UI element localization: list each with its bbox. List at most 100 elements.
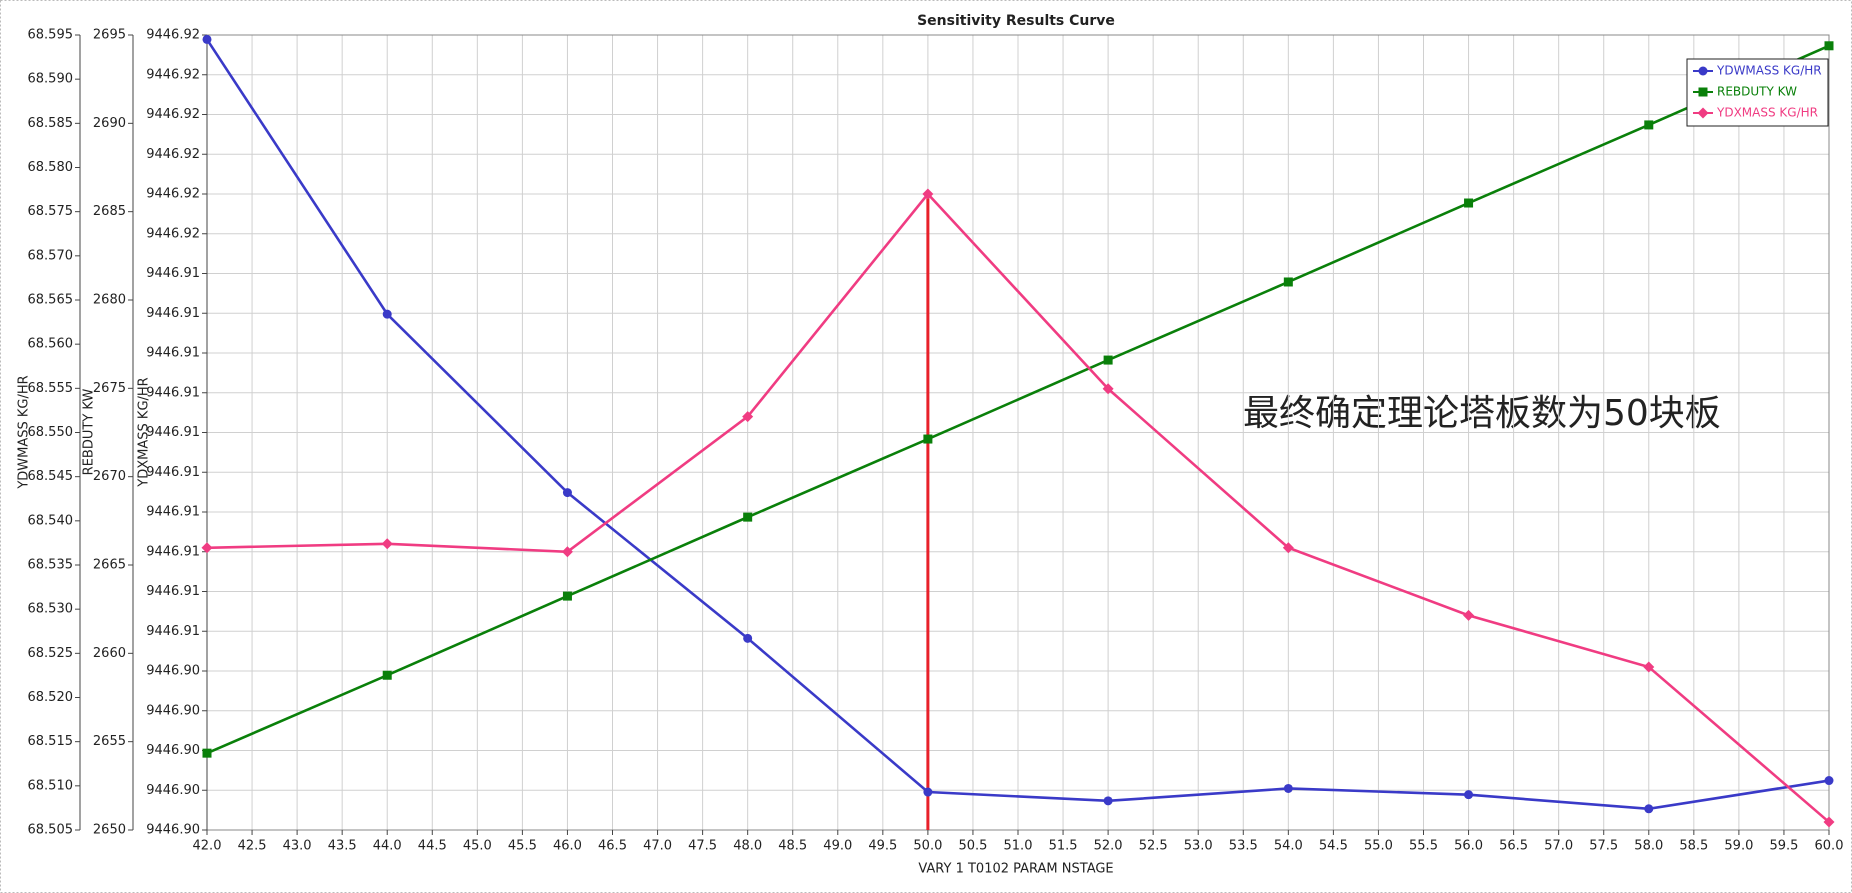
y3-tick-label: 9446.91 bbox=[146, 465, 200, 480]
x-tick-label: 51.0 bbox=[1004, 839, 1033, 854]
x-tick-label: 59.0 bbox=[1724, 839, 1753, 854]
y2-tick-label: 2695 bbox=[93, 28, 126, 43]
y3-tick-label: 9446.91 bbox=[146, 544, 200, 559]
marker bbox=[381, 538, 393, 550]
y3-tick-label: 9446.92 bbox=[146, 28, 200, 43]
y-tick-label: 68.540 bbox=[28, 513, 74, 528]
y-tick-label: 68.595 bbox=[28, 28, 74, 43]
x-tick-label: 46.0 bbox=[553, 839, 582, 854]
marker bbox=[201, 542, 213, 554]
x-tick-label: 42.0 bbox=[193, 839, 222, 854]
y3-tick-label: 9446.91 bbox=[146, 505, 200, 520]
x-tick-label: 43.5 bbox=[328, 839, 357, 854]
x-tick-label: 50.0 bbox=[913, 839, 942, 854]
y3-tick-label: 9446.91 bbox=[146, 425, 200, 440]
marker bbox=[743, 633, 753, 643]
marker bbox=[1824, 41, 1834, 51]
x-tick-label: 46.5 bbox=[598, 839, 627, 854]
y3-tick-label: 9446.91 bbox=[146, 346, 200, 361]
annotation: 最终确定理论塔板数为50块板 bbox=[1243, 393, 1721, 434]
y-tick-label: 68.580 bbox=[28, 160, 74, 175]
y3-axis-title: YDXMASS KG/HR bbox=[137, 377, 152, 487]
marker bbox=[202, 748, 212, 758]
x-tick-label: 55.0 bbox=[1364, 839, 1393, 854]
x-tick-label: 53.0 bbox=[1184, 839, 1213, 854]
y-tick-label: 68.550 bbox=[28, 425, 74, 440]
legend-label: YDWMASS KG/HR bbox=[1716, 64, 1822, 78]
x-tick-label: 47.5 bbox=[688, 839, 717, 854]
x-tick-label: 54.5 bbox=[1319, 839, 1348, 854]
y-tick-label: 68.565 bbox=[28, 293, 74, 308]
x-tick-label: 48.5 bbox=[778, 839, 807, 854]
y-tick-label: 68.530 bbox=[28, 602, 74, 617]
x-tick-label: 45.5 bbox=[508, 839, 537, 854]
y-tick-label: 68.510 bbox=[28, 778, 74, 793]
y3-tick-label: 9446.91 bbox=[146, 624, 200, 639]
y2-axis-title: REBDUTY KW bbox=[82, 389, 97, 476]
x-tick-label: 47.0 bbox=[643, 839, 672, 854]
x-tick-label: 44.0 bbox=[373, 839, 402, 854]
y3-tick-label: 9446.92 bbox=[146, 147, 200, 162]
x-tick-label: 58.0 bbox=[1634, 839, 1663, 854]
x-tick-label: 49.5 bbox=[868, 839, 897, 854]
y3-tick-label: 9446.91 bbox=[146, 584, 200, 599]
marker bbox=[1103, 796, 1113, 806]
x-tick-label: 48.0 bbox=[733, 839, 762, 854]
marker bbox=[1283, 277, 1293, 287]
y3-tick-label: 9446.91 bbox=[146, 385, 200, 400]
x-tick-label: 50.5 bbox=[958, 839, 987, 854]
y-tick-label: 68.555 bbox=[28, 381, 74, 396]
marker bbox=[562, 591, 572, 601]
marker bbox=[1824, 776, 1834, 786]
marker bbox=[561, 546, 573, 558]
y3-tick-label: 9446.92 bbox=[146, 67, 200, 82]
marker bbox=[742, 411, 754, 423]
y-tick-label: 68.525 bbox=[28, 646, 74, 661]
marker bbox=[743, 512, 753, 522]
series-line bbox=[206, 44, 1830, 755]
x-tick-label: 60.0 bbox=[1815, 839, 1844, 854]
x-tick-label: 53.5 bbox=[1229, 839, 1258, 854]
marker bbox=[1463, 609, 1475, 621]
marker bbox=[1698, 87, 1708, 97]
marker bbox=[923, 434, 933, 444]
x-tick-label: 44.5 bbox=[418, 839, 447, 854]
marker bbox=[922, 188, 934, 200]
y-axis-title: YDWMASS KG/HR bbox=[17, 375, 32, 489]
marker bbox=[1102, 383, 1114, 395]
y-tick-label: 68.560 bbox=[28, 337, 74, 352]
y2-tick-label: 2660 bbox=[93, 646, 126, 661]
y2-tick-label: 2665 bbox=[93, 558, 126, 573]
marker bbox=[1103, 355, 1113, 365]
x-axis-title: VARY 1 T0102 PARAM NSTAGE bbox=[918, 862, 1113, 877]
y2-tick-label: 2650 bbox=[93, 823, 126, 838]
x-tick-label: 57.5 bbox=[1589, 839, 1618, 854]
y-tick-label: 68.570 bbox=[28, 248, 74, 263]
legend-label: YDXMASS KG/HR bbox=[1716, 106, 1818, 120]
y3-tick-label: 9446.92 bbox=[146, 187, 200, 202]
x-tick-label: 58.5 bbox=[1679, 839, 1708, 854]
y-tick-label: 68.535 bbox=[28, 558, 74, 573]
y-tick-label: 68.575 bbox=[28, 204, 74, 219]
y3-tick-label: 9446.92 bbox=[146, 107, 200, 122]
x-tick-label: 56.5 bbox=[1499, 839, 1528, 854]
x-tick-label: 59.5 bbox=[1769, 839, 1798, 854]
x-tick-label: 56.0 bbox=[1454, 839, 1483, 854]
y3-tick-label: 9446.90 bbox=[146, 703, 200, 718]
y3-tick-label: 9446.90 bbox=[146, 823, 200, 838]
y2-tick-label: 2685 bbox=[93, 204, 126, 219]
y3-tick-label: 9446.90 bbox=[146, 743, 200, 758]
marker bbox=[562, 488, 572, 498]
series-line bbox=[205, 38, 1830, 811]
marker bbox=[1698, 66, 1708, 76]
marker bbox=[1644, 804, 1654, 814]
y2-tick-label: 2690 bbox=[93, 116, 126, 131]
y2-tick-label: 2680 bbox=[93, 293, 126, 308]
y-tick-label: 68.515 bbox=[28, 734, 74, 749]
y2-tick-label: 2655 bbox=[93, 734, 126, 749]
marker bbox=[382, 670, 392, 680]
x-tick-label: 54.0 bbox=[1274, 839, 1303, 854]
x-tick-label: 52.5 bbox=[1139, 839, 1168, 854]
x-tick-label: 57.0 bbox=[1544, 839, 1573, 854]
